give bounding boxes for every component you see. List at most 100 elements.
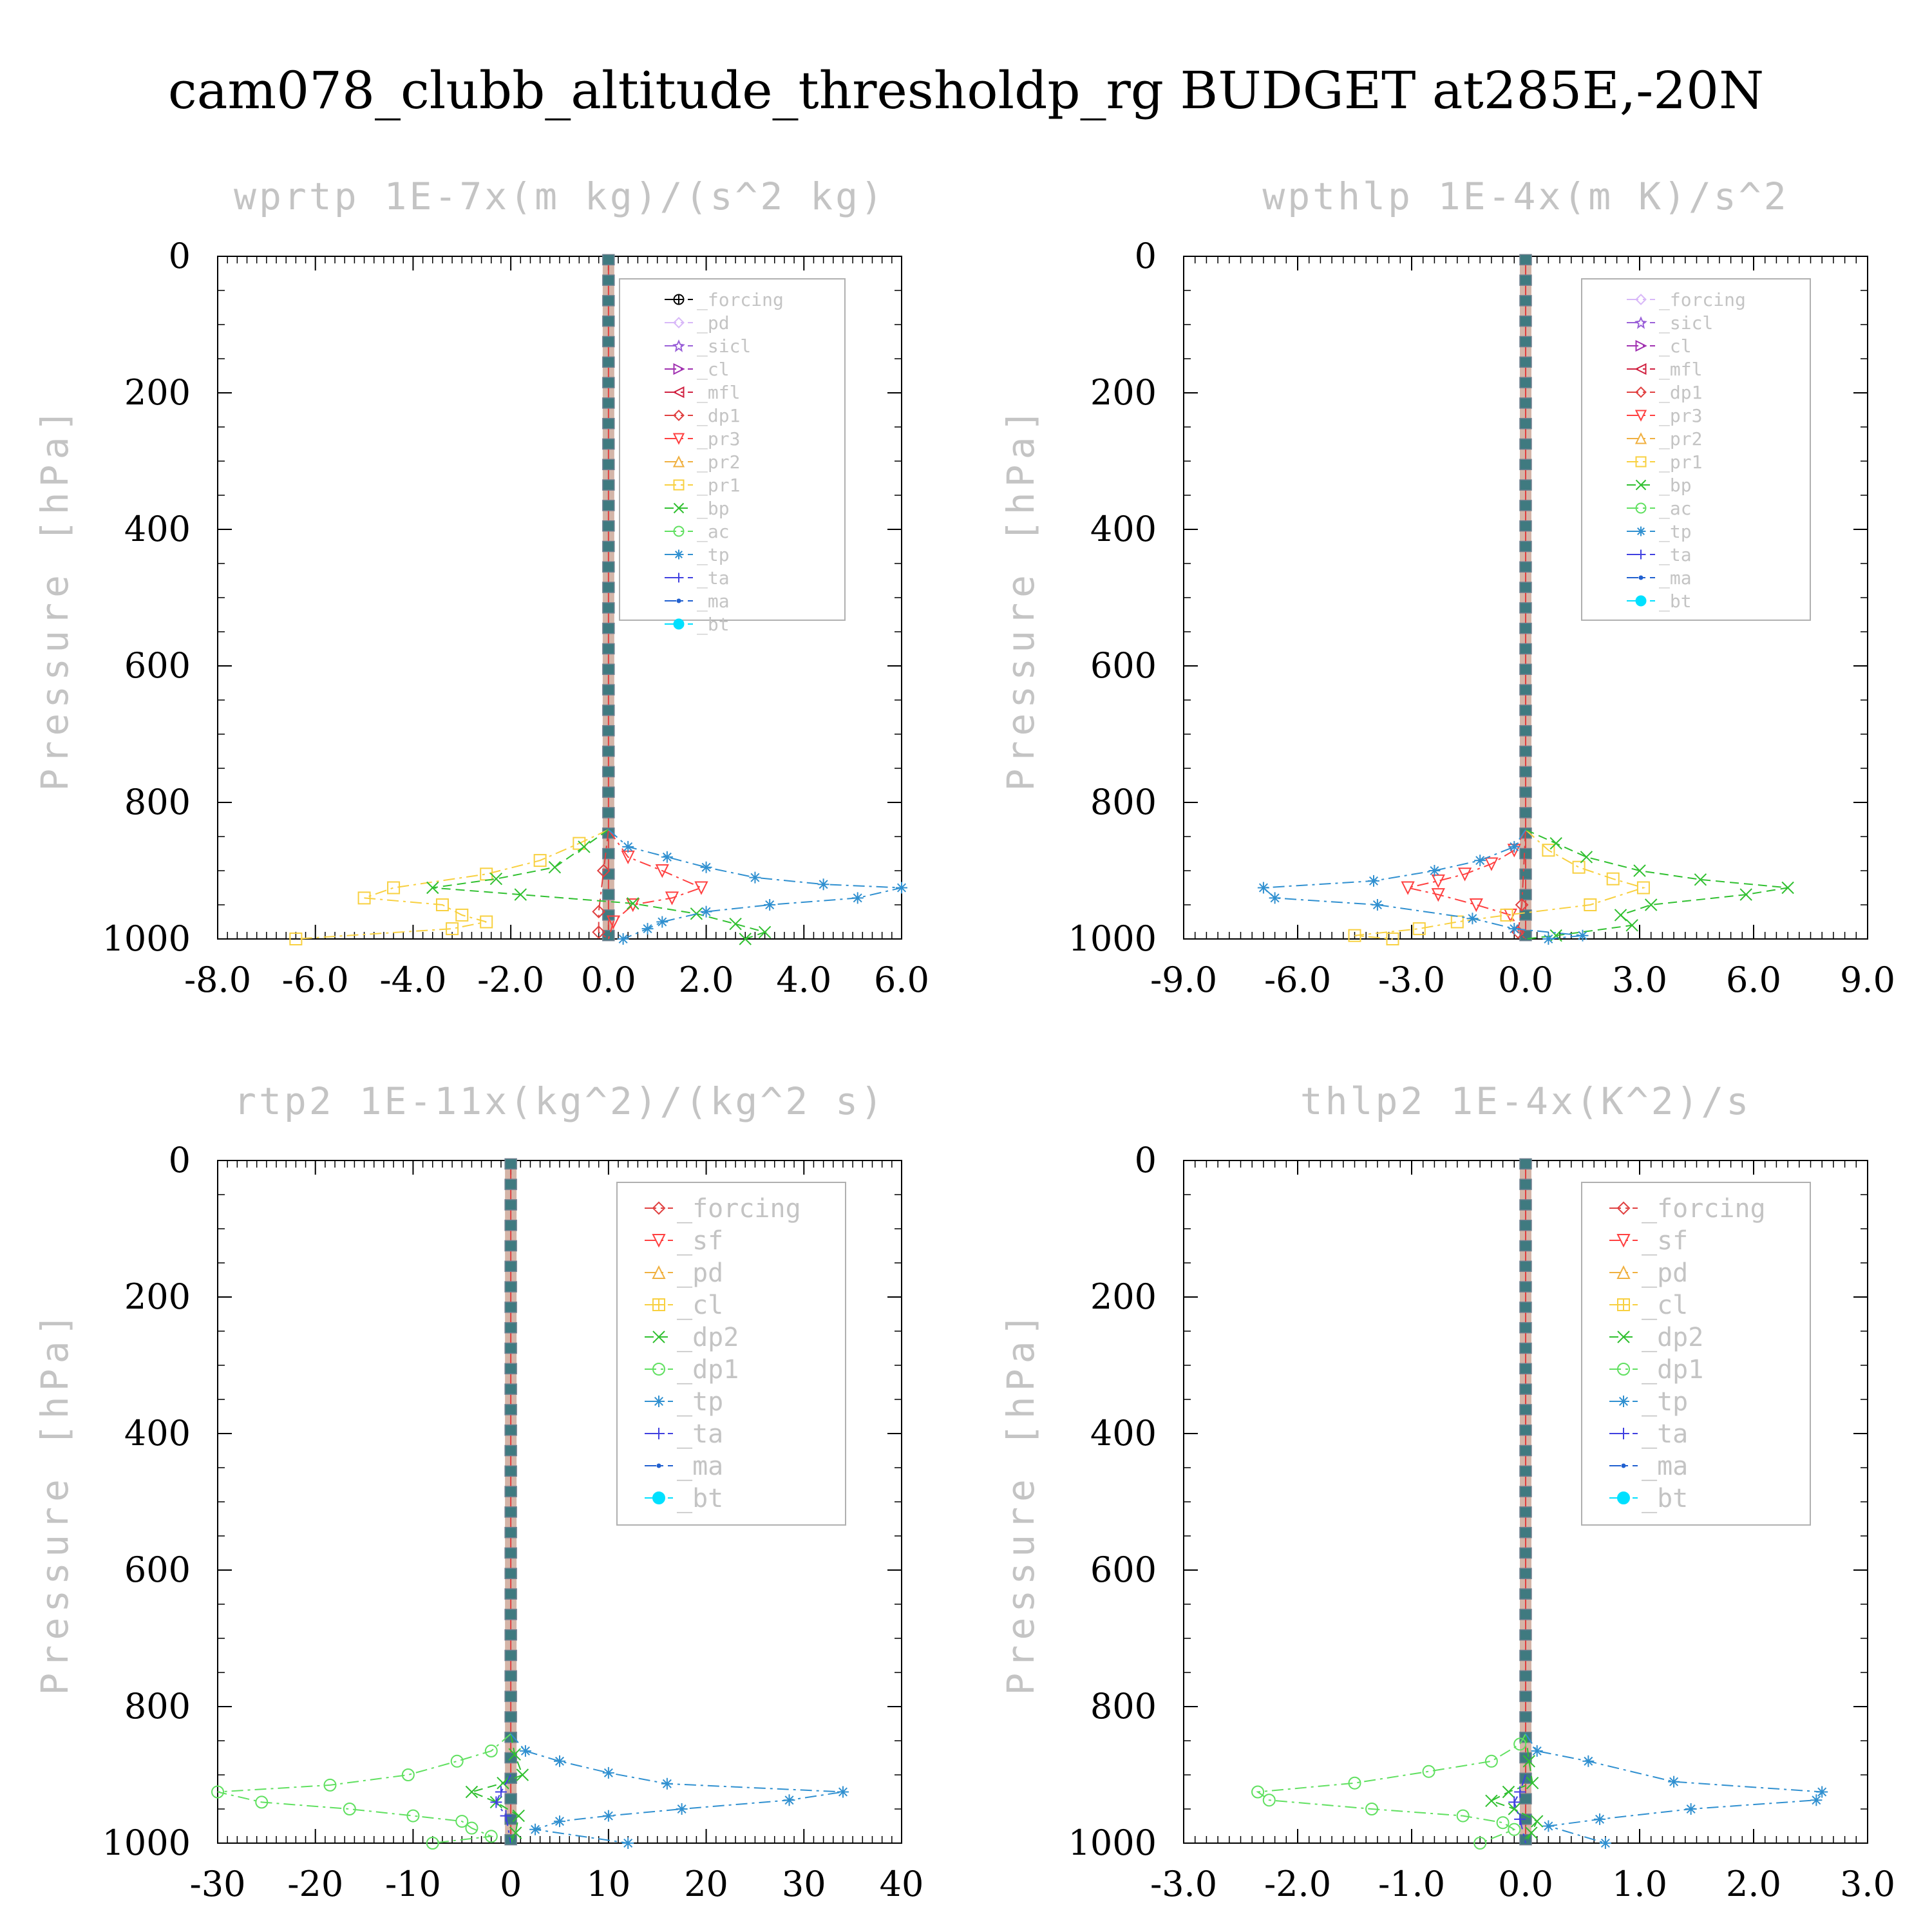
legend-label: _forcing	[697, 289, 784, 311]
data-point	[1636, 881, 1650, 895]
legend-marker	[1635, 502, 1647, 514]
data-point	[1594, 1813, 1606, 1825]
legend-marker	[652, 1331, 665, 1343]
zero-level-marker	[1519, 766, 1532, 778]
legend-item: _ma	[1627, 567, 1692, 589]
legend-marker	[1616, 1201, 1631, 1215]
zero-level-marker	[602, 417, 615, 430]
legend-item: _dp2	[1609, 1323, 1703, 1352]
data-point	[1625, 919, 1638, 932]
legend-label: _ac	[1659, 498, 1692, 520]
data-point	[1269, 892, 1281, 904]
legend-marker	[1617, 1331, 1630, 1343]
y-tick-label: 200	[1090, 372, 1157, 413]
data-point	[1368, 875, 1379, 887]
zero-level-marker	[602, 929, 615, 942]
x-tick-label: -10	[385, 1864, 441, 1904]
x-tick-label: 30	[782, 1864, 826, 1904]
legend-item: _sf	[645, 1226, 723, 1256]
legend-label: _cl	[1642, 1291, 1688, 1320]
series_tp	[1257, 829, 1589, 945]
legend-item: _dp1	[665, 405, 740, 427]
zero-level-marker	[504, 1649, 517, 1662]
zero-level-marker	[1519, 1363, 1532, 1375]
y-tick-label: 600	[124, 1549, 191, 1590]
data-point	[1365, 1803, 1379, 1815]
data-point	[1694, 873, 1707, 886]
data-point	[1542, 844, 1555, 857]
zero-level-marker	[602, 295, 615, 307]
legend-item: _pr3	[665, 428, 740, 450]
zero-level-marker	[602, 315, 615, 327]
legend-label: _ma	[1642, 1452, 1688, 1481]
legend-box	[1581, 1182, 1811, 1526]
zero-level-marker	[1519, 643, 1532, 655]
x-tick-label: 3.0	[1612, 960, 1667, 1000]
zero-level-marker	[602, 274, 615, 286]
legend-item: _cl	[645, 1291, 723, 1320]
data-point	[554, 1815, 565, 1828]
y-tick-label: 800	[1090, 1686, 1157, 1727]
zero-level-marker	[504, 1424, 517, 1436]
legend-marker	[1635, 595, 1647, 607]
legend-marker	[1621, 1463, 1626, 1468]
x-tick-label: 0	[500, 1864, 522, 1904]
zero-level-marker	[504, 1342, 517, 1354]
data-point	[497, 1777, 509, 1790]
zero-level-marker	[602, 807, 615, 819]
zero-level-marker	[602, 582, 615, 593]
data-point	[1542, 933, 1555, 945]
data-point	[1484, 857, 1499, 871]
zero-level-marker	[1519, 868, 1532, 880]
data-point	[1514, 1786, 1526, 1798]
legend-label: _pr2	[697, 451, 740, 473]
legend-item: _tp	[1627, 521, 1692, 543]
zero-level-marker	[504, 1199, 517, 1211]
legend-item: _bp	[1627, 475, 1692, 497]
data-point	[592, 925, 606, 939]
legend-label: _bp	[1659, 475, 1692, 497]
x-tick-label: -3.0	[1150, 1864, 1217, 1904]
zero-level-marker	[504, 1383, 517, 1395]
legend-marker	[653, 1299, 665, 1311]
legend-item: _bt	[665, 614, 730, 636]
series_dp2	[1485, 1734, 1544, 1844]
legend-box	[616, 1182, 846, 1526]
zero-level-marker	[1519, 397, 1532, 409]
series-line	[1525, 829, 1788, 940]
x-tick-label: -6.0	[282, 960, 349, 1000]
series_dp1	[211, 1733, 511, 1850]
data-point	[817, 878, 829, 891]
legend-marker	[1634, 410, 1647, 422]
zero-level-marker	[1519, 1383, 1532, 1395]
legend-marker	[1635, 339, 1647, 352]
legend-marker	[656, 1463, 661, 1468]
zero-level-marker	[1519, 295, 1532, 307]
y-tick-label: 400	[124, 509, 191, 549]
legend-label: _dp2	[677, 1323, 739, 1352]
y-tick-label: 0	[1135, 1140, 1157, 1180]
zero-level-marker	[1519, 1302, 1532, 1313]
panel-title: thlp2 1E-4x(K^2)/s	[1300, 1079, 1752, 1123]
data-point	[749, 871, 761, 884]
legend-item: _dp1	[1627, 382, 1702, 404]
data-point	[426, 1837, 439, 1850]
x-tick-label: -20	[287, 1864, 343, 1904]
series-line	[1256, 1733, 1526, 1844]
zero-level-marker	[1519, 1199, 1532, 1211]
legend-marker	[1635, 456, 1647, 468]
zero-level-marker	[504, 1302, 517, 1313]
data-point	[1526, 1777, 1539, 1790]
legend: _forcing_sf_pd _cl _dp2 _dp1_tp_ta _ma _bt	[1581, 1182, 1811, 1526]
series-line	[1490, 1734, 1539, 1844]
zero-level-marker	[1519, 417, 1532, 430]
series_pr3	[606, 829, 708, 940]
legend-label: _pr3	[1659, 405, 1702, 427]
data-point	[1386, 933, 1399, 945]
data-point	[450, 1754, 464, 1768]
series-line	[1354, 829, 1646, 940]
zero-level-marker	[602, 622, 615, 634]
data-point	[1549, 837, 1562, 850]
series_dp1	[1251, 1733, 1527, 1850]
zero-level-marker	[1519, 1609, 1532, 1620]
